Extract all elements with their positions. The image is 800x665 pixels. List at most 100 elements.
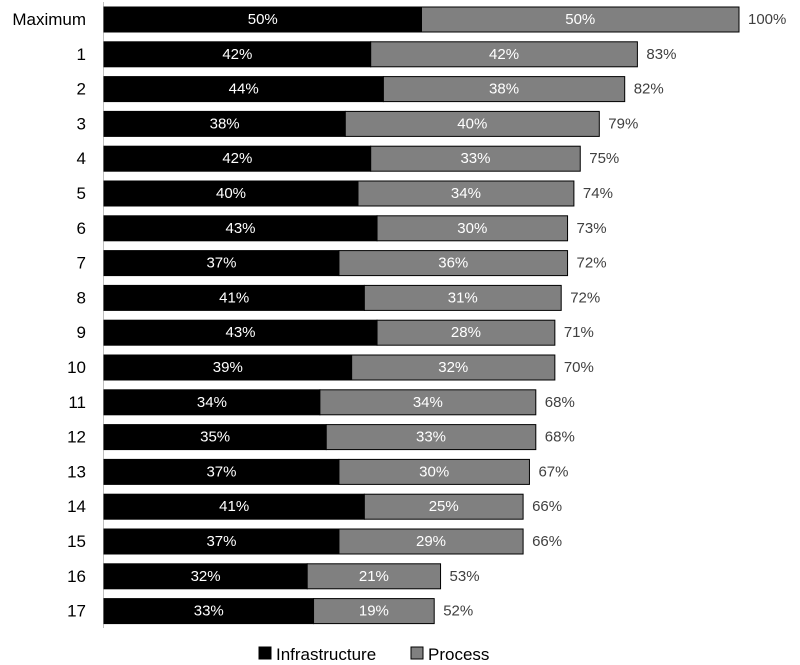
total-label-11: 68% (545, 394, 575, 411)
category-label-2: 2 (77, 80, 86, 99)
data-label-process-13: 30% (419, 463, 449, 480)
data-label-infrastructure-13: 37% (206, 463, 236, 480)
bar-process-14 (363, 493, 524, 520)
category-label-13: 13 (67, 462, 86, 481)
data-label-process-11: 34% (413, 394, 443, 411)
bar-process-15 (338, 528, 524, 555)
data-label-infrastructure-9: 43% (226, 324, 256, 341)
total-label-5: 74% (583, 185, 613, 202)
legend: Infrastructure Process (258, 645, 489, 664)
data-label-process-7: 36% (438, 255, 468, 272)
bar-process-4 (370, 145, 581, 172)
bar-process-16 (306, 563, 442, 590)
total-label-8: 72% (570, 289, 600, 306)
data-label-process-3: 40% (457, 115, 487, 132)
total-label-15: 66% (532, 533, 562, 550)
category-label-8: 8 (77, 288, 86, 307)
bar-process-11 (319, 389, 537, 416)
data-label-infrastructure-17: 33% (194, 603, 224, 620)
data-label-process-14: 25% (429, 498, 459, 515)
total-label-2: 82% (634, 81, 664, 98)
data-label-process-6: 30% (457, 220, 487, 237)
data-label-infrastructure-14: 41% (219, 498, 249, 515)
category-label-14: 14 (67, 497, 86, 516)
bar-process-12 (325, 424, 537, 451)
data-label-infrastructure-16: 32% (191, 568, 221, 585)
data-label-infrastructure-12: 35% (200, 429, 230, 446)
data-label-process-4: 33% (460, 150, 490, 167)
bar-infrastructure-17 (103, 598, 315, 625)
data-label-infrastructure-7: 37% (206, 255, 236, 272)
legend-swatch-process (410, 646, 424, 660)
data-label-process-16: 21% (359, 568, 389, 585)
category-label-11: 11 (68, 393, 86, 412)
data-label-infrastructure-1: 42% (222, 46, 252, 63)
bar-process-8 (363, 284, 562, 311)
bar-process-7 (338, 250, 569, 277)
data-label-infrastructure-3: 38% (210, 115, 240, 132)
bar-infrastructure-10 (103, 354, 353, 381)
data-label-infrastructure-10: 39% (213, 359, 243, 376)
category-label-5: 5 (77, 184, 86, 203)
total-label-17: 52% (443, 603, 473, 620)
bar-infrastructure-15 (103, 528, 340, 555)
total-label-7: 72% (577, 255, 607, 272)
data-label-process-15: 29% (416, 533, 446, 550)
total-label-6: 73% (577, 220, 607, 237)
legend-label-infrastructure: Infrastructure (276, 645, 376, 664)
category-label-17: 17 (67, 602, 86, 621)
data-label-process-9: 28% (451, 324, 481, 341)
total-label-3: 79% (608, 115, 638, 132)
bar-process-17 (313, 598, 435, 625)
bar-process-13 (338, 458, 530, 485)
data-label-process-2: 38% (489, 81, 519, 98)
legend-swatch-infrastructure (258, 646, 272, 660)
category-label-1: 1 (77, 45, 86, 64)
bar-infrastructure-9 (103, 319, 378, 346)
data-label-infrastructure-4: 42% (222, 150, 252, 167)
category-label-10: 10 (67, 358, 86, 377)
bar-process-maximum (421, 6, 740, 33)
data-label-infrastructure-maximum: 50% (248, 11, 278, 28)
data-label-infrastructure-6: 43% (226, 220, 256, 237)
data-label-infrastructure-5: 40% (216, 185, 246, 202)
legend-label-process: Process (428, 645, 489, 664)
category-label-9: 9 (77, 323, 86, 342)
data-label-infrastructure-15: 37% (206, 533, 236, 550)
bar-infrastructure-5 (103, 180, 359, 207)
category-label-4: 4 (77, 149, 86, 168)
bar-infrastructure-13 (103, 458, 340, 485)
category-label-maximum: Maximum (12, 10, 86, 29)
bar-process-5 (357, 180, 575, 207)
data-label-infrastructure-8: 41% (219, 289, 249, 306)
data-label-infrastructure-11: 34% (197, 394, 227, 411)
bar-process-2 (382, 76, 626, 103)
data-label-process-5: 34% (451, 185, 481, 202)
data-label-process-17: 19% (359, 603, 389, 620)
category-label-6: 6 (77, 219, 86, 238)
bar-infrastructure-11 (103, 389, 321, 416)
bar-process-6 (376, 215, 569, 242)
bar-process-1 (370, 41, 638, 68)
total-label-14: 66% (532, 498, 562, 515)
category-label-16: 16 (67, 567, 86, 586)
bar-process-10 (351, 354, 556, 381)
data-label-process-1: 42% (489, 46, 519, 63)
bar-infrastructure-6 (103, 215, 378, 242)
bar-infrastructure-16 (103, 563, 308, 590)
total-label-4: 75% (589, 150, 619, 167)
bar-infrastructure-7 (103, 250, 340, 277)
total-label-16: 53% (450, 568, 480, 585)
category-label-15: 15 (67, 532, 86, 551)
total-label-9: 71% (564, 324, 594, 341)
bar-infrastructure-8 (103, 284, 365, 311)
data-label-infrastructure-2: 44% (229, 81, 259, 98)
bar-infrastructure-4 (103, 145, 372, 172)
bar-process-3 (344, 110, 600, 137)
total-label-13: 67% (538, 463, 568, 480)
category-label-7: 7 (77, 254, 86, 273)
category-label-12: 12 (67, 428, 86, 447)
data-label-process-10: 32% (438, 359, 468, 376)
bars-group: Maximum 50% 50% 100% 1 42% 42% 83% 2 44% 38% 82% 3 38… (12, 6, 786, 625)
